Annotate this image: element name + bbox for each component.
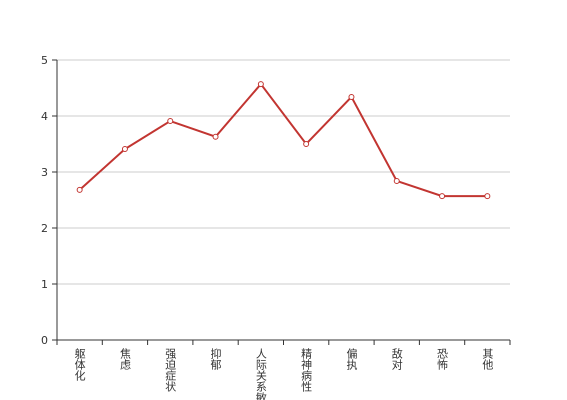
point: [167, 118, 174, 125]
y-tick-label: 0: [41, 334, 48, 347]
x-tick-label: 人际关系敏感: [254, 348, 267, 400]
x-tick-label: 偏执: [345, 347, 358, 371]
x-tick-label: 躯体化: [73, 348, 86, 382]
y-tick-label: 3: [41, 166, 48, 179]
x-tick-label: 恐怖: [436, 348, 449, 370]
x-tick-label: 焦虑: [118, 348, 131, 370]
x-tick-label: 敌对: [390, 347, 403, 370]
point: [484, 193, 491, 200]
x-tick-label: 抑郁: [209, 347, 222, 370]
y-tick-label: 1: [41, 278, 48, 291]
line: [78, 82, 488, 198]
point: [212, 133, 219, 140]
point: [257, 81, 264, 88]
y-tick-label: 4: [41, 110, 48, 123]
x-tick-label: 其他: [481, 348, 494, 370]
y-tick-label: 5: [41, 54, 48, 67]
point: [121, 146, 128, 153]
x-tick-label: 强迫症状: [164, 348, 177, 392]
point: [76, 186, 83, 193]
point: [439, 193, 446, 200]
point: [348, 93, 355, 100]
point: [303, 141, 310, 147]
y-tick-label: 2: [41, 222, 48, 235]
point: [393, 177, 400, 184]
x-tick-label: 精神病性: [300, 348, 313, 393]
